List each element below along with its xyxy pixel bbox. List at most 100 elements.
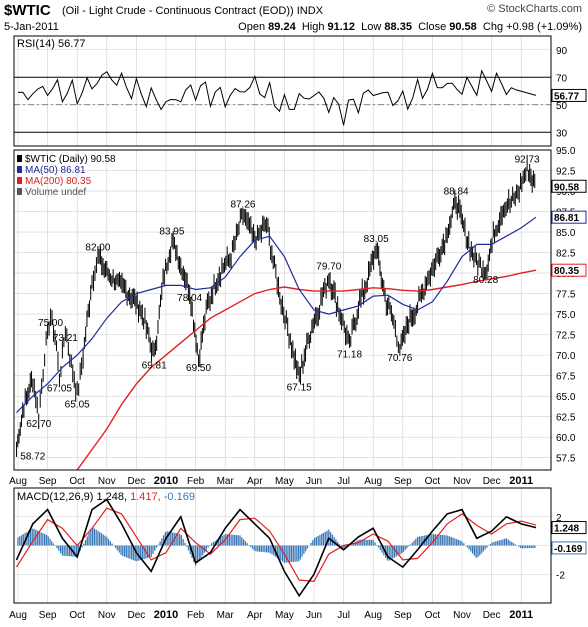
price-tick-8: 75.0 — [556, 310, 576, 321]
macd-xlabel-1: Sep — [39, 610, 57, 621]
price-xlabel-17: 2011 — [509, 475, 533, 487]
price-annotation-17: 88.84 — [444, 187, 469, 198]
price-frame — [13, 149, 552, 471]
price-tick-14: 60.0 — [556, 433, 576, 444]
close-label: Close — [418, 21, 447, 33]
price-xlabel-16: Dec — [483, 476, 501, 487]
macd-badge-value-box — [551, 521, 587, 535]
price-xlabel-11: Jul — [337, 476, 350, 487]
price-legend-swatch-2 — [17, 177, 22, 184]
price-legend-swatch-1 — [17, 166, 22, 173]
price-annotation-14: 71.18 — [337, 349, 362, 360]
price-xlabel-12: Aug — [364, 476, 382, 487]
price-badge-ma200: 80.35 — [551, 263, 587, 277]
macd-legend: MACD(12,26,9) 1.248, 1.417, -0.169 — [17, 491, 195, 503]
price-badge-ma50-box — [551, 210, 587, 224]
price-legend-swatch-0 — [17, 155, 22, 162]
macd-legend-hist: -0.169 — [164, 491, 195, 503]
rsi-badge-text: 56.77 — [554, 91, 579, 102]
price-xlabel-5: 2010 — [154, 475, 178, 487]
price-xlabel-2: Oct — [69, 476, 85, 487]
price-xlabel-15: Nov — [453, 476, 471, 487]
macd-xlabel-10: Jun — [306, 610, 322, 621]
price-xlabel-0: Aug — [9, 476, 27, 487]
price-xlabel-4: Dec — [128, 476, 146, 487]
price-annotation-8: 83.95 — [159, 227, 184, 238]
symbol-title: $WTIC — [4, 2, 51, 19]
macd-badge-hist-text: -0.169 — [554, 544, 583, 555]
price-badge-ma200-box — [551, 263, 587, 277]
macd-badge-hist: -0.169 — [551, 541, 587, 555]
price-tick-1: 92.5 — [556, 167, 576, 178]
quote-summary: Open 89.24 High 91.12 Low 88.35 Close 90… — [238, 21, 582, 33]
macd-line — [15, 498, 537, 598]
rsi-tick-0: 90 — [556, 46, 568, 57]
price-annotation-0: 58.72 — [20, 452, 45, 463]
macd-xlabel-9: May — [275, 610, 294, 621]
price-legend-1: MA(50) 86.81 — [25, 165, 86, 176]
macd-xlabel-12: Aug — [364, 610, 382, 621]
macd-xlabel-14: Oct — [425, 610, 441, 621]
price-annotation-11: 87.26 — [230, 200, 255, 211]
rsi-legend: RSI(14) 56.77 — [17, 38, 85, 50]
macd-xlabel-7: Mar — [217, 610, 235, 621]
price-tick-15: 57.5 — [556, 454, 576, 465]
macd-xlabel-0: Aug — [9, 610, 27, 621]
macd-frame — [13, 487, 552, 604]
price-tick-10: 70.0 — [556, 351, 576, 362]
price-annotation-3: 67.05 — [47, 383, 72, 394]
price-legend-3: Volume undef — [25, 187, 86, 198]
macd-legend-signal: 1.417, — [130, 491, 164, 503]
price-annotation-6: 82.00 — [85, 243, 110, 254]
price-badge-ma50-text: 86.81 — [554, 213, 579, 224]
macd-xlabel-3: Nov — [98, 610, 116, 621]
ma50-line — [16, 216, 537, 414]
rsi-tick-2: 50 — [556, 101, 568, 112]
price-annotation-1: 62.70 — [26, 419, 51, 430]
close-value: 90.58 — [449, 21, 477, 33]
rsi-badge-box — [551, 88, 587, 102]
rsi-tick-3: 30 — [556, 128, 568, 139]
rsi-line — [17, 69, 537, 126]
macd-xlabel-11: Jul — [337, 610, 350, 621]
macd-legend-name: MACD(12,26,9) — [17, 491, 96, 503]
price-xlabel-3: Nov — [98, 476, 116, 487]
price-legend-2: MA(200) 80.35 — [25, 176, 92, 187]
macd-legend-value: 1.248, — [96, 491, 130, 503]
price-xlabel-10: Jun — [306, 476, 322, 487]
price-annotation-7: 69.81 — [142, 361, 167, 372]
macd-xlabel-13: Sep — [394, 610, 412, 621]
price-xlabel-14: Oct — [425, 476, 441, 487]
price-xlabel-1: Sep — [39, 476, 57, 487]
price-annotation-16: 70.76 — [387, 353, 412, 364]
price-tick-13: 62.5 — [556, 413, 576, 424]
price-xlabel-9: May — [275, 476, 294, 487]
macd-badge-value-text: 1.248 — [554, 524, 579, 535]
macd-signal-line — [15, 507, 537, 583]
macd-xlabel-8: Apr — [247, 610, 263, 621]
price-tick-12: 65.0 — [556, 392, 576, 403]
price-bars — [16, 154, 536, 457]
open-value: 89.24 — [268, 21, 296, 33]
macd-xlabel-2: Oct — [69, 610, 85, 621]
price-tick-0: 95.0 — [556, 146, 576, 157]
symbol-description: (Oil - Light Crude - Continuous Contract… — [62, 5, 324, 17]
macd-xlabel-15: Nov — [453, 610, 471, 621]
price-annotation-18: 80.28 — [473, 275, 498, 286]
chg-value: +0.98 (+1.09%) — [506, 21, 582, 33]
macd-histogram — [17, 527, 536, 566]
ma200-line — [76, 269, 537, 471]
rsi-badge: 56.77 — [551, 88, 587, 102]
price-badge-ma200-text: 80.35 — [554, 266, 579, 277]
price-badge-close-text: 90.58 — [554, 182, 579, 193]
price-tick-9: 72.5 — [556, 331, 576, 342]
price-xlabel-13: Sep — [394, 476, 412, 487]
price-tick-7: 77.5 — [556, 290, 576, 301]
macd-badge-value: 1.248 — [551, 521, 587, 535]
chg-label: Chg — [482, 21, 504, 33]
macd-xlabel-5: 2010 — [154, 609, 178, 621]
price-legend-0: $WTIC (Daily) 90.58 — [25, 154, 116, 165]
price-legend-swatch-3 — [17, 188, 22, 195]
